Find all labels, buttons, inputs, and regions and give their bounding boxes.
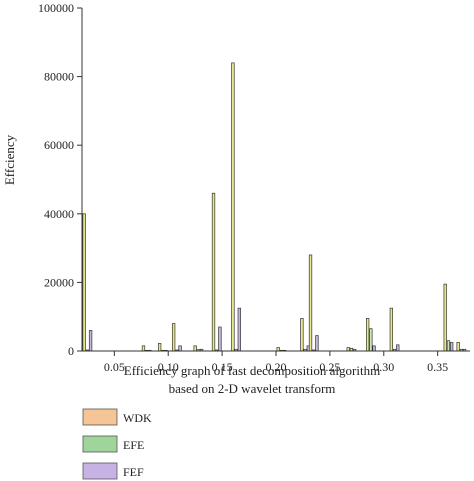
x-tick-label: 0.05 [104,360,125,374]
bar-wdk [276,347,280,352]
bar-fef [88,330,93,352]
bar-wdk [456,342,460,352]
x-tick-label: 0.35 [427,360,448,374]
y-tick-label: 80000 [44,70,74,84]
legend-label-efe: EFE [123,438,144,452]
bar-wdk [211,192,216,352]
x-tick-label: 0.10 [158,360,179,374]
y-tick-label: 40000 [44,207,74,221]
x-tick-label: 0.15 [212,360,233,374]
y-tick-label: 100000 [38,1,74,15]
bar-efe [369,328,373,352]
bar-fef [178,345,182,352]
y-tick-label: 60000 [44,138,74,152]
bar-wdk [193,345,197,352]
legend-label-wdk: WDK [123,411,152,425]
bar-wdk [308,254,313,352]
bar-wdk [141,345,146,352]
bar-fef [396,344,400,352]
bar-fef [218,326,222,352]
bar-wdk [300,318,304,352]
bar-wdk [346,347,350,352]
bar-wdk [171,323,176,352]
bars-group [82,62,467,352]
legend-swatch-fef [82,462,118,480]
axes: 0.05 0.10 0.15 0.20 0.25 0.30 0.35 0 20000 40000… [38,1,470,374]
bar-fef [372,345,376,352]
legend-swatch-wdk [82,408,118,426]
x-axis-title-line-1: Efficiency graph of fast decomposition a… [124,363,380,378]
legend-swatch-efe [82,435,118,453]
bar-wdk [365,318,370,352]
bar-wdk [231,62,235,352]
x-axis-title-line-2: based on 2-D wavelet transform [169,381,336,396]
x-tick-label: 0.20 [266,360,287,374]
x-tick-label: 0.25 [319,360,340,374]
legend: WDK EFE FEF [82,408,152,480]
bar-efe [446,340,451,352]
y-tick-label: 20000 [44,275,74,289]
bar-fef [315,335,319,352]
bar-wdk [157,343,162,352]
bar-wdk [82,213,86,352]
bar-fef [237,307,241,352]
y-axis-title: Effciency [2,134,17,185]
legend-label-fef: FEF [123,465,144,479]
bar-wdk [443,283,447,352]
x-tick-label: 0.30 [373,360,394,374]
y-tick-label: 0 [68,344,74,358]
bar-wdk [389,307,394,352]
bar-fef [449,342,454,352]
